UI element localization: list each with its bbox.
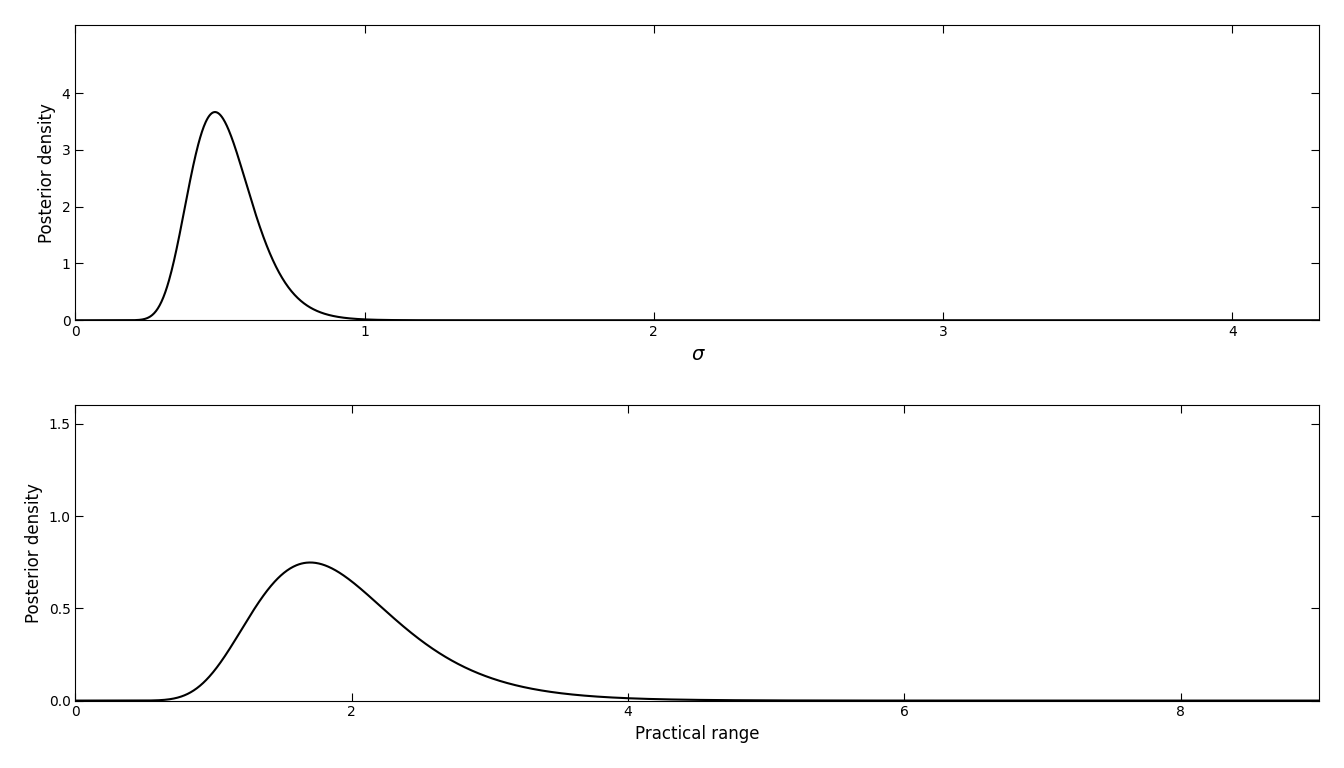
Y-axis label: Posterior density: Posterior density [38,103,56,243]
X-axis label: Practical range: Practical range [634,725,759,743]
X-axis label: σ: σ [691,345,703,364]
Y-axis label: Posterior density: Posterior density [26,483,43,623]
